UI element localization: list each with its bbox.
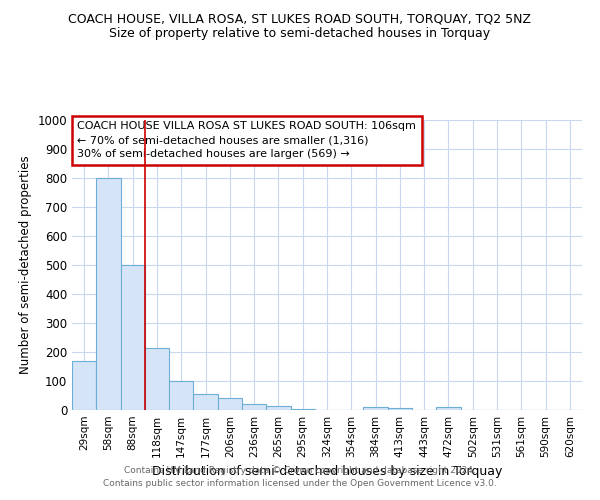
Bar bbox=[266, 406, 290, 410]
Bar bbox=[388, 408, 412, 410]
Bar bbox=[96, 178, 121, 410]
Text: Size of property relative to semi-detached houses in Torquay: Size of property relative to semi-detach… bbox=[109, 28, 491, 40]
Bar bbox=[121, 265, 145, 410]
Bar bbox=[72, 360, 96, 410]
Bar bbox=[218, 398, 242, 410]
Bar bbox=[169, 381, 193, 410]
Text: Contains HM Land Registry data © Crown copyright and database right 2024.
Contai: Contains HM Land Registry data © Crown c… bbox=[103, 466, 497, 487]
Bar bbox=[242, 404, 266, 410]
Bar bbox=[290, 408, 315, 410]
X-axis label: Distribution of semi-detached houses by size in Torquay: Distribution of semi-detached houses by … bbox=[152, 466, 502, 478]
Bar bbox=[364, 407, 388, 410]
Bar bbox=[436, 407, 461, 410]
Y-axis label: Number of semi-detached properties: Number of semi-detached properties bbox=[19, 156, 32, 374]
Bar bbox=[145, 348, 169, 410]
Text: COACH HOUSE VILLA ROSA ST LUKES ROAD SOUTH: 106sqm
← 70% of semi-detached houses: COACH HOUSE VILLA ROSA ST LUKES ROAD SOU… bbox=[77, 122, 416, 160]
Bar bbox=[193, 394, 218, 410]
Text: COACH HOUSE, VILLA ROSA, ST LUKES ROAD SOUTH, TORQUAY, TQ2 5NZ: COACH HOUSE, VILLA ROSA, ST LUKES ROAD S… bbox=[68, 12, 532, 26]
